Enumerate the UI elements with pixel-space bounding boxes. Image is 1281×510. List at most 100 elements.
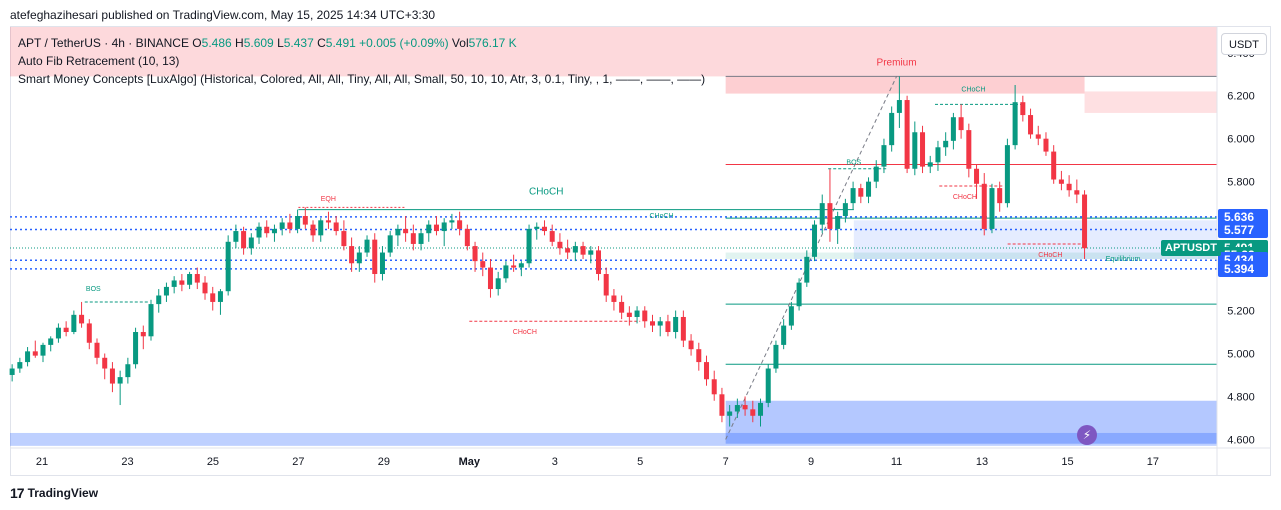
- candle: [827, 168, 833, 242]
- candle: [202, 276, 208, 300]
- candle: [541, 220, 547, 236]
- symbol-label: APT / TetherUS · 4h · BINANCE: [18, 36, 189, 50]
- candle-body: [457, 220, 463, 229]
- candle: [94, 338, 100, 365]
- candle: [727, 405, 733, 427]
- candle: [850, 181, 856, 210]
- candle-body: [79, 314, 85, 324]
- candle: [1066, 175, 1072, 197]
- chart-legend: APT / TetherUS · 4h · BINANCE O5.486 H5.…: [18, 34, 705, 88]
- candle-body: [480, 261, 486, 268]
- high-label: H: [235, 36, 244, 50]
- candle: [788, 301, 794, 330]
- candle: [742, 396, 748, 416]
- candle-body: [426, 224, 432, 234]
- smc-label: CHoCH: [1038, 252, 1062, 259]
- candle: [156, 289, 162, 313]
- y-tick-label: 5.200: [1227, 306, 1255, 318]
- candle-body: [40, 344, 46, 356]
- candle-body: [696, 349, 702, 363]
- y-tick-label: 4.600: [1227, 434, 1255, 446]
- smc-label: BOS: [86, 286, 101, 293]
- candles: [9, 76, 1088, 427]
- candle: [63, 321, 69, 337]
- candle: [194, 267, 200, 290]
- indicator-smc[interactable]: Smart Money Concepts [LuxAlgo] (Historic…: [18, 72, 706, 86]
- candle: [179, 274, 185, 292]
- premium-box: [725, 76, 1085, 94]
- currency-button[interactable]: USDT: [1221, 33, 1267, 55]
- candle-body: [534, 226, 540, 229]
- candle: [580, 241, 586, 259]
- candle: [449, 213, 455, 229]
- candle-body: [781, 325, 787, 345]
- candle: [842, 198, 848, 223]
- candle-body: [333, 222, 339, 232]
- candle: [634, 306, 640, 324]
- candle-body: [287, 222, 293, 229]
- candle-body: [71, 314, 77, 333]
- discount-zone: [725, 400, 1217, 444]
- candle-body: [302, 216, 308, 225]
- symbol-price-tag: APTUSDT: [1161, 240, 1221, 257]
- candle-body: [395, 228, 401, 236]
- smc-label: CHoCH: [953, 194, 977, 201]
- candle-body: [588, 250, 594, 255]
- candle: [349, 237, 355, 272]
- candle: [603, 267, 609, 302]
- candle: [642, 306, 648, 328]
- candle-body: [943, 140, 949, 148]
- candle-body: [734, 405, 740, 412]
- candle-body: [619, 301, 625, 313]
- candle-body: [441, 222, 447, 232]
- candle-body: [418, 233, 424, 244]
- volume-value: 576.17 K: [468, 36, 517, 50]
- candle-body: [858, 188, 864, 197]
- candle-body: [495, 278, 501, 290]
- candle-body: [63, 327, 69, 333]
- candle: [279, 218, 285, 236]
- candle: [325, 211, 331, 229]
- candle-body: [634, 310, 640, 317]
- candle-body: [17, 362, 23, 369]
- candle: [125, 357, 131, 384]
- candle-body: [1082, 194, 1088, 249]
- candle-body: [557, 241, 563, 249]
- candle: [974, 164, 980, 199]
- candle-body: [758, 402, 764, 416]
- candle-body: [433, 224, 439, 232]
- candle: [395, 224, 401, 247]
- premium-zone: [10, 27, 1217, 77]
- candle: [572, 241, 578, 262]
- candle-body: [974, 168, 980, 184]
- x-tick-label: 29: [378, 456, 390, 468]
- candle-body: [873, 166, 879, 182]
- candle: [889, 106, 895, 152]
- candle: [233, 224, 239, 249]
- candle: [920, 125, 926, 174]
- candle: [48, 336, 54, 352]
- candle: [997, 181, 1003, 212]
- brand[interactable]: 17 TradingView: [10, 485, 98, 501]
- candle-body: [881, 145, 887, 167]
- candle: [1028, 108, 1034, 139]
- indicator-fib[interactable]: Auto Fib Retracement (10, 13): [18, 54, 180, 68]
- candle: [1043, 132, 1049, 156]
- candle-body: [109, 368, 115, 384]
- candle: [665, 314, 671, 337]
- open-value: 5.486: [201, 36, 232, 50]
- candle-body: [835, 216, 841, 229]
- candle: [812, 220, 818, 262]
- candle-body: [765, 368, 771, 403]
- bolt-icon[interactable]: ⚡: [1077, 425, 1097, 445]
- candle: [719, 387, 725, 423]
- candle-body: [920, 132, 926, 167]
- candle-body: [487, 267, 493, 290]
- candle-body: [264, 226, 270, 234]
- candle-body: [318, 220, 324, 236]
- x-tick-label: 11: [891, 456, 902, 468]
- candle-body: [580, 246, 586, 255]
- candle-body: [271, 228, 277, 234]
